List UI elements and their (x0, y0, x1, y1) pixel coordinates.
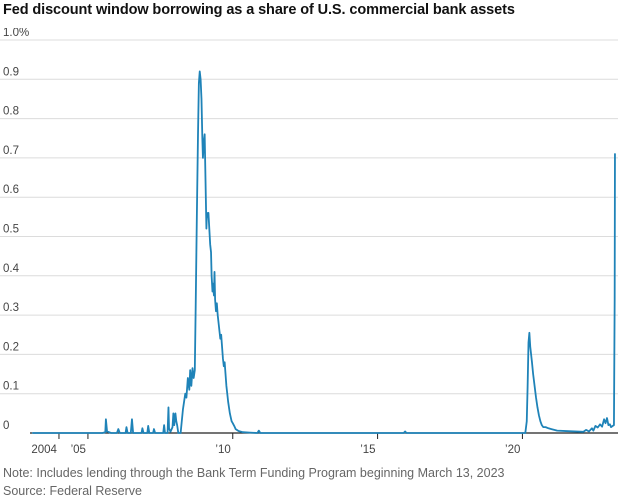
y-tick-label: 0.8 (3, 106, 19, 118)
chart-area: 1.0% 0.9 0.8 0.7 0.6 0.5 0.4 0.3 0.2 0.1 0 2004 ’05… (0, 28, 620, 462)
y-tick-label: 0.2 (3, 341, 19, 353)
x-tick-label: ’20 (505, 444, 520, 456)
x-tick-label: ’05 (71, 444, 86, 456)
chart-title: Fed discount window borrowing as a share… (3, 2, 515, 18)
x-tick-label: 2004 (31, 444, 57, 456)
y-tick-label: 0.7 (3, 145, 19, 157)
y-tick-label: 0 (3, 420, 9, 432)
x-axis-ticks: 2004 ’05 ’10 ’15 ’20 (31, 433, 523, 456)
y-tick-label: 0.4 (3, 263, 20, 275)
series-line-0 (32, 70, 616, 434)
y-tick-label: 0.1 (3, 381, 19, 393)
series-layer (32, 70, 616, 434)
x-tick-label: ’10 (215, 444, 230, 456)
y-axis-tick-labels: 1.0% 0.9 0.8 0.7 0.6 0.5 0.4 0.3 0.2 0.1 0 (3, 28, 29, 432)
chart-note: Note: Includes lending through the Bank … (3, 466, 505, 480)
y-tick-label: 1.0% (3, 28, 29, 39)
y-tick-label: 0.5 (3, 224, 19, 236)
x-tick-label: ’15 (360, 444, 375, 456)
gridlines (0, 39, 618, 395)
y-tick-label: 0.9 (3, 66, 19, 78)
y-tick-label: 0.6 (3, 184, 19, 196)
chart-source: Source: Federal Reserve (3, 484, 142, 498)
line-chart: 1.0% 0.9 0.8 0.7 0.6 0.5 0.4 0.3 0.2 0.1 0 2004 ’05… (0, 28, 618, 456)
y-tick-label: 0.3 (3, 302, 19, 314)
